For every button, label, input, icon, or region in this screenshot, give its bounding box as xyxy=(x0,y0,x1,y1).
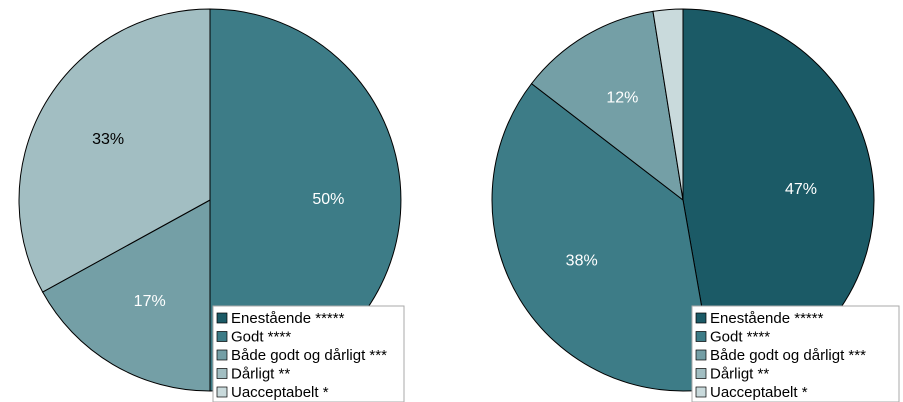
legend-label-1-2: Godt **** xyxy=(231,329,291,346)
legend-swatch-2-2 xyxy=(695,331,707,342)
legend-label-2-3: Både godt og dårligt *** xyxy=(710,347,866,364)
pie-chart-1: 50% 17% 33% Enestående ***** Godt ****Både g… xyxy=(18,8,405,402)
slice-label-2-3: 12% xyxy=(606,89,638,106)
legend-label-2-2: Godt **** xyxy=(710,329,770,346)
pie-slice-2-3 xyxy=(530,10,684,202)
legend-label-1-4: Dårligt ** xyxy=(231,366,290,383)
slice-label-2-2: 38% xyxy=(566,253,598,270)
legend-swatch-2-5 xyxy=(695,386,707,398)
slice-label-2-1: 47% xyxy=(785,181,817,198)
legend-label-1-1: Enestående ***** xyxy=(231,310,345,327)
legend-swatch-1-4 xyxy=(216,368,228,379)
legend-swatch-1-1 xyxy=(216,312,228,324)
pie-slice-2-2 xyxy=(491,82,717,392)
slice-label-1-3: 17% xyxy=(134,293,166,310)
pie-slice-1-3 xyxy=(41,199,211,392)
pie-slice-2-5 xyxy=(652,8,684,201)
slice-label-1-4: 33% xyxy=(92,131,124,148)
legend-swatch-2-3 xyxy=(695,349,707,361)
legend-swatch-2-4 xyxy=(695,368,707,379)
legend-2: Enestående ***** Godt ****Både godt og då… xyxy=(691,305,900,402)
legend-swatch-1-5 xyxy=(216,386,228,398)
legend-label-1-5: Uacceptabelt * xyxy=(231,384,329,401)
legend-label-2-5: Uacceptabelt * xyxy=(710,384,808,401)
legend-box-1 xyxy=(212,305,405,402)
pie-slice-1-4 xyxy=(18,8,211,293)
legend-swatch-2-1 xyxy=(695,312,707,324)
legend-swatch-1-3 xyxy=(216,349,228,361)
legend-1: Enestående ***** Godt ****Både godt og då… xyxy=(212,305,405,402)
legend-label-2-4: Dårligt ** xyxy=(710,366,769,383)
slice-label-1-2: 50% xyxy=(312,191,344,208)
legend-swatch-1-2 xyxy=(216,331,228,342)
legend-label-2-1: Enestående ***** xyxy=(710,310,824,327)
pie-chart-2: 47% 38% 12% Enestående ***** Godt ****Både g… xyxy=(491,8,900,402)
legend-box-2 xyxy=(691,305,900,402)
legend-label-1-3: Både godt og dårligt *** xyxy=(231,347,387,364)
